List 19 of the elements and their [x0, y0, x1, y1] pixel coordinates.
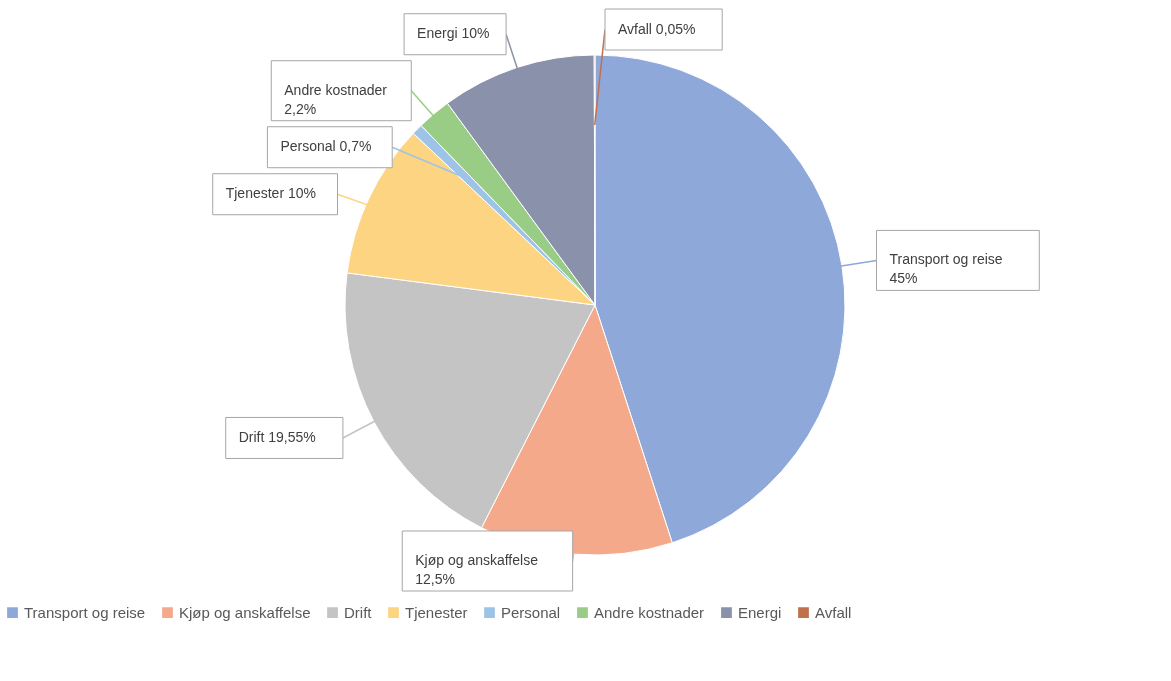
legend-label: Tjenester	[405, 603, 468, 621]
data-label: 12,5%	[415, 571, 455, 587]
legend-label: Energi	[738, 603, 782, 621]
slice-label: Transport og reise	[889, 251, 1003, 268]
legend-label: Drift	[344, 603, 373, 621]
category-label: Tjenester 10%	[225, 185, 316, 202]
legend-label: Andre kostnader	[594, 603, 705, 621]
data-label: 45%	[889, 270, 918, 287]
category-label: Avfall 0,05%	[618, 20, 696, 37]
category-label: Drift 19,55%	[238, 428, 316, 445]
category-label: Energi 10%	[417, 25, 490, 42]
legend-label: Kjøp og anskaffelse	[179, 603, 311, 621]
category-label: Personal 0,7%	[280, 138, 372, 155]
legend-label: Transport og reise	[24, 603, 146, 621]
legend-label: Personal	[501, 603, 561, 621]
slice-label: Andre kostnader	[284, 81, 388, 98]
legend-label: Avfall	[815, 603, 852, 621]
slice-label: Kjøp og anskaffelse	[415, 552, 539, 568]
data-label: 2,2%	[284, 100, 317, 117]
